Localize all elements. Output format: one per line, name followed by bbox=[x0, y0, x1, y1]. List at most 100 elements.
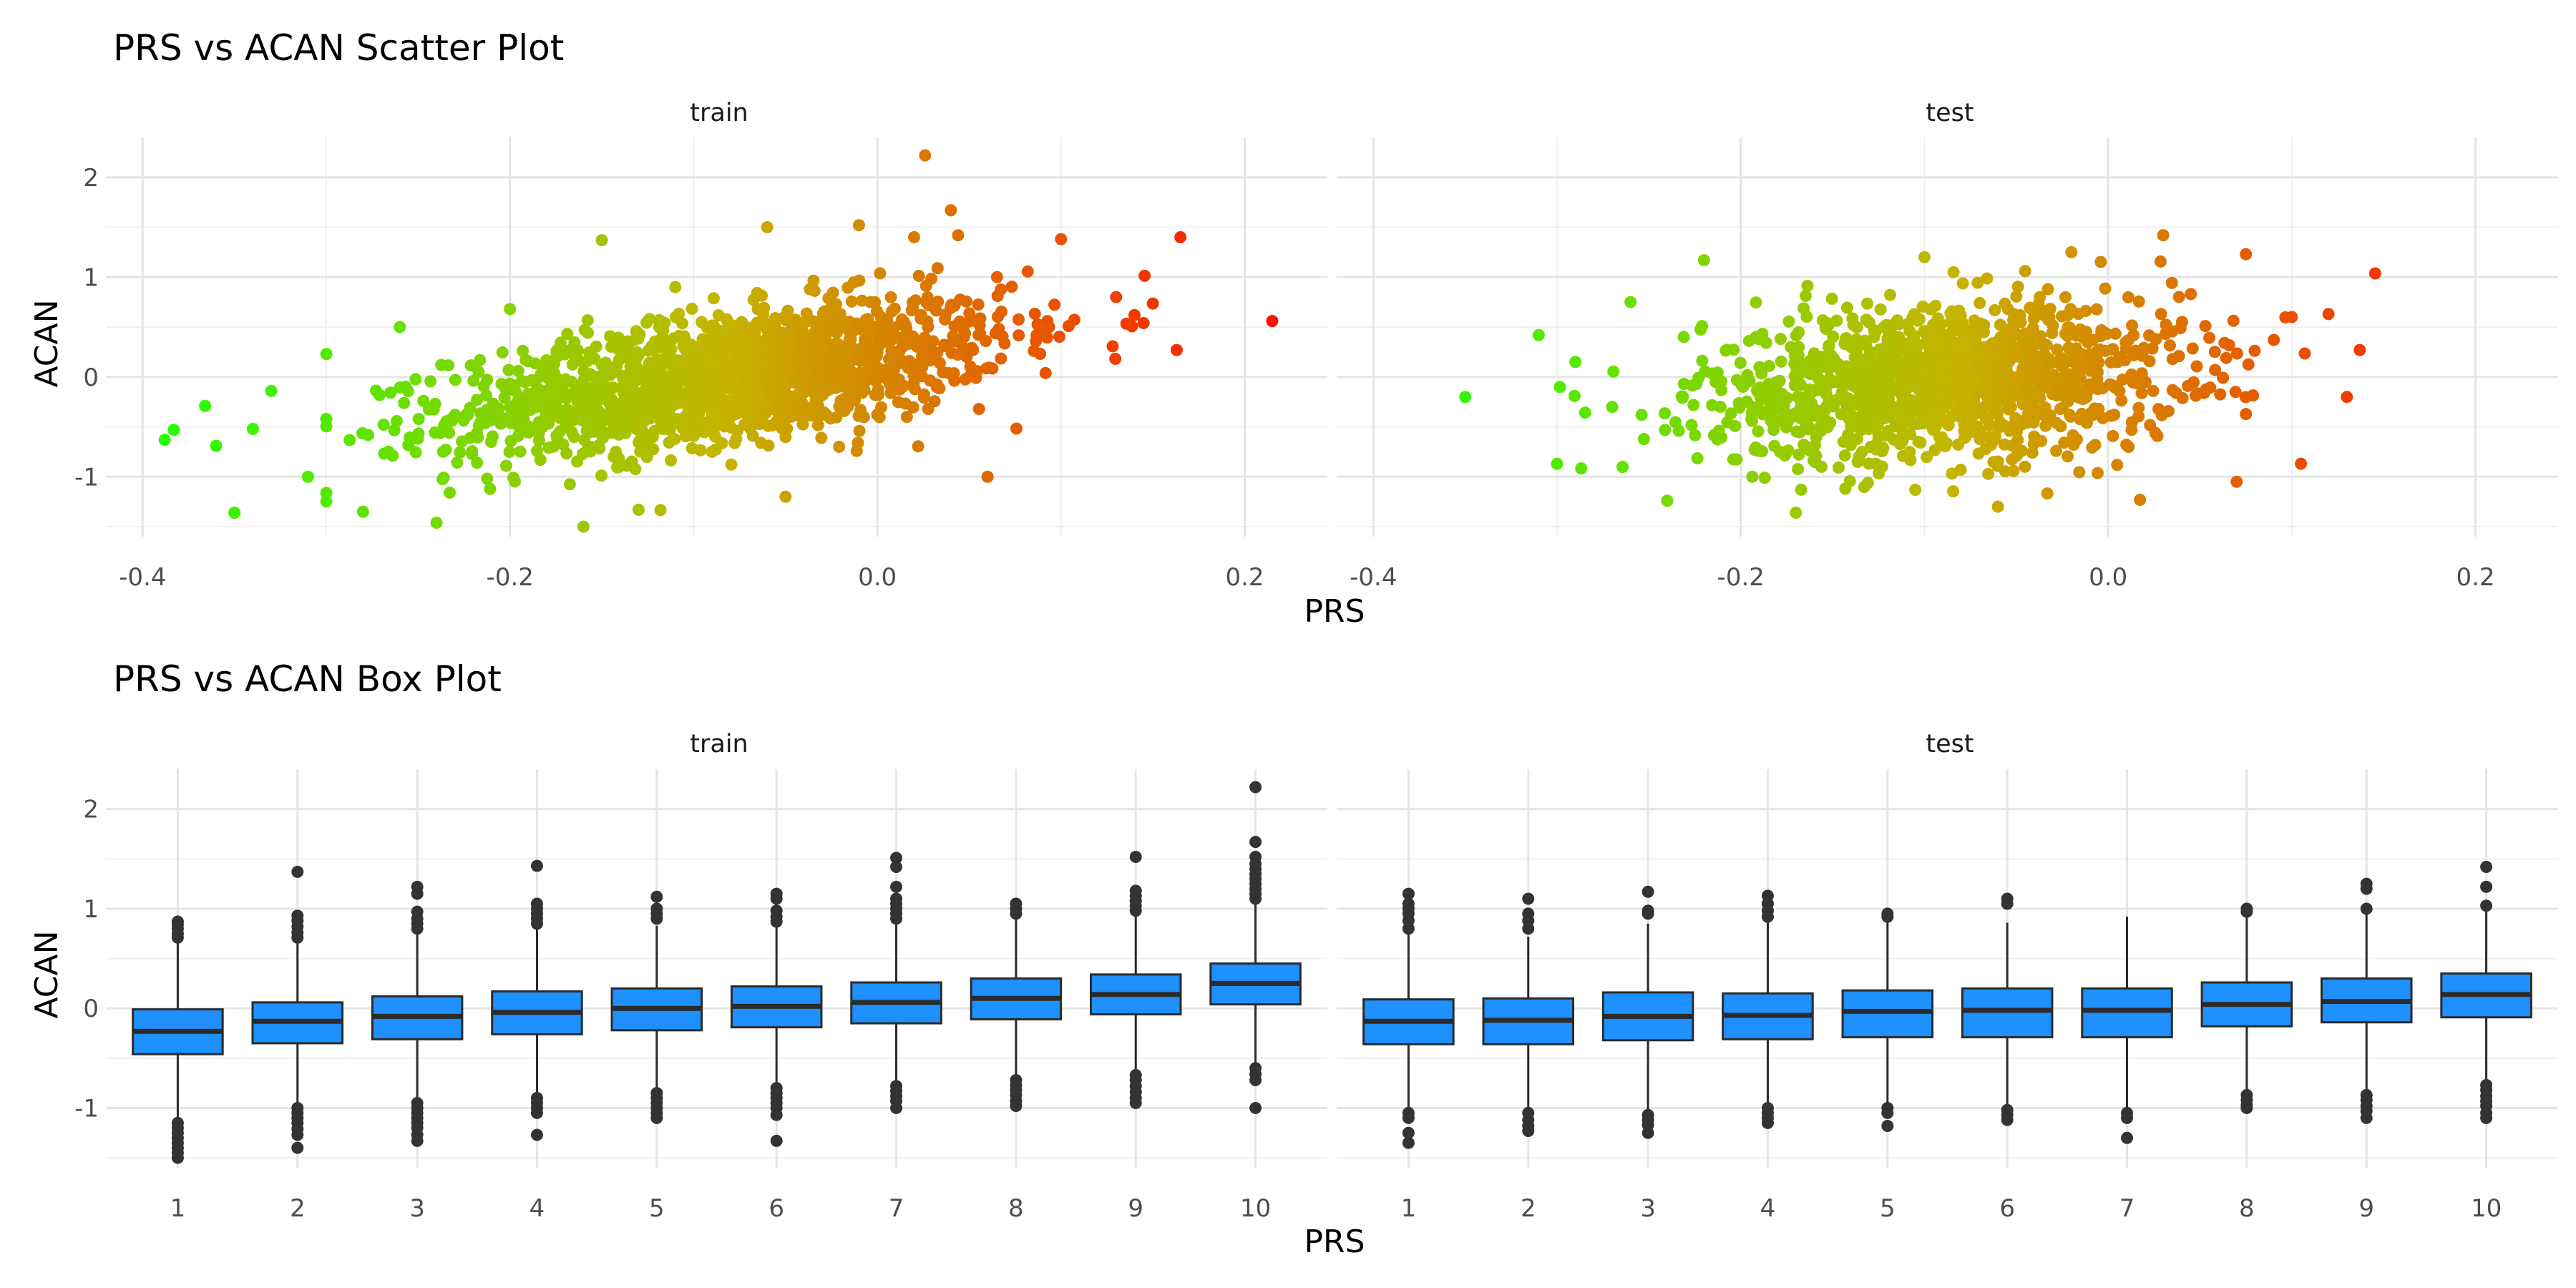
scatter-test-point bbox=[1921, 371, 1934, 384]
scatter-test-point bbox=[2057, 387, 2069, 400]
scatter-train-point bbox=[872, 389, 884, 401]
box-train-outlier bbox=[650, 912, 663, 925]
scatter-test-point bbox=[1818, 413, 1831, 426]
box-test-outlier bbox=[1761, 910, 1774, 923]
scatter-test-point bbox=[1935, 437, 1948, 450]
scatter-train-point bbox=[900, 411, 913, 424]
scatter-train-point bbox=[1106, 340, 1119, 353]
scatter-test-point bbox=[2135, 386, 2148, 399]
scatter-test-point bbox=[2062, 450, 2074, 463]
scatter-test-point bbox=[2094, 255, 2107, 268]
scatter-test-point bbox=[1794, 403, 1807, 416]
box-test-outlier bbox=[1402, 1111, 1415, 1124]
scatter-train-point bbox=[995, 306, 1008, 318]
scatter-train-point bbox=[714, 396, 727, 409]
scatter-train-point bbox=[658, 336, 670, 348]
scatter-train-point bbox=[601, 369, 614, 381]
scatter-train-point bbox=[829, 347, 841, 360]
scatter-test-point bbox=[1929, 409, 1942, 421]
scatter-y-tick-label: 2 bbox=[83, 164, 99, 192]
scatter-train-point bbox=[398, 396, 411, 409]
scatter-test-point bbox=[1706, 367, 1719, 380]
scatter-train-point bbox=[764, 367, 777, 380]
scatter-train-point bbox=[1028, 307, 1041, 320]
scatter-train-point bbox=[1034, 327, 1047, 340]
scatter-train-point bbox=[756, 414, 769, 426]
scatter-train-point bbox=[580, 424, 593, 437]
scatter-test-point bbox=[1955, 376, 1968, 389]
scatter-train-point bbox=[401, 385, 414, 398]
box-train-outlier bbox=[291, 931, 304, 944]
box-train-outlier bbox=[770, 1134, 783, 1147]
scatter-test-point bbox=[1839, 333, 1852, 346]
scatter-train-point bbox=[551, 432, 564, 445]
scatter-train-point bbox=[653, 412, 665, 425]
scatter-test-point bbox=[1812, 372, 1825, 385]
scatter-test-point bbox=[2099, 326, 2112, 339]
scatter-test-point bbox=[1850, 433, 1863, 446]
scatter-train-point bbox=[749, 358, 762, 371]
scatter-train-point bbox=[637, 426, 650, 439]
scatter-test-point bbox=[1989, 303, 2001, 316]
scatter-train-point bbox=[818, 317, 831, 330]
scatter-test-point bbox=[1697, 254, 1710, 267]
scatter-train-point bbox=[641, 373, 654, 386]
scatter-train-point bbox=[854, 404, 867, 416]
scatter-train-point bbox=[886, 333, 899, 346]
scatter-test-point bbox=[1909, 484, 1922, 497]
scatter-train-point bbox=[930, 378, 943, 391]
scatter-test-point bbox=[2295, 457, 2308, 470]
scatter-train-point bbox=[228, 507, 241, 519]
scatter-train-point bbox=[713, 386, 726, 399]
scatter-test-point bbox=[1948, 350, 1961, 363]
scatter-train-point bbox=[701, 371, 713, 384]
scatter-test-point bbox=[1908, 308, 1921, 321]
scatter-train-point bbox=[544, 402, 557, 415]
scatter-test-point bbox=[1850, 346, 1863, 358]
scatter-train-point bbox=[793, 324, 806, 337]
scatter-test-point bbox=[2044, 303, 2057, 316]
scatter-train-point bbox=[909, 383, 922, 396]
scatter-test-point bbox=[2099, 282, 2112, 295]
scatter-test-point bbox=[1637, 433, 1650, 446]
scatter-train-point bbox=[571, 343, 584, 356]
scatter-train-point bbox=[532, 434, 545, 447]
scatter-train-point bbox=[696, 339, 708, 352]
box-test-outlier bbox=[2121, 1131, 2134, 1144]
scatter-train-point bbox=[675, 317, 688, 330]
scatter-train-point bbox=[761, 221, 774, 234]
scatter-train-point bbox=[625, 455, 638, 468]
scatter-test-point bbox=[1807, 454, 1820, 467]
scatter-test-point bbox=[1903, 352, 1916, 365]
scatter-train-point bbox=[694, 444, 707, 457]
scatter-test-point bbox=[1861, 477, 1874, 489]
scatter-train-point bbox=[921, 291, 934, 303]
scatter-test-point bbox=[1756, 408, 1769, 421]
scatter-test-point bbox=[1459, 391, 1472, 404]
scatter-train-point bbox=[707, 292, 720, 305]
scatter-train-point bbox=[409, 373, 422, 386]
scatter-train-point bbox=[1005, 280, 1018, 293]
scatter-test-point bbox=[1768, 401, 1781, 414]
scatter-test-point bbox=[2247, 389, 2260, 402]
scatter-test-point bbox=[2072, 308, 2085, 321]
scatter-train-point bbox=[776, 421, 789, 434]
scatter-test-point bbox=[1830, 314, 1843, 327]
scatter-test-point bbox=[1963, 346, 1976, 359]
scatter-train-point bbox=[658, 316, 671, 329]
scatter-test-point bbox=[2131, 377, 2144, 390]
scatter-train-point bbox=[852, 436, 864, 449]
scatter-test-point bbox=[1987, 456, 2000, 469]
scatter-test-point bbox=[2019, 379, 2032, 391]
scatter-train-point bbox=[694, 358, 707, 371]
scatter-train-point bbox=[697, 383, 710, 396]
scatter-train-point bbox=[748, 344, 761, 357]
scatter-train-point bbox=[454, 446, 467, 459]
box-panel-test: 1 2 3 4 5 6 7 8 9 10 bbox=[1337, 769, 2558, 1223]
box-train-outlier bbox=[1129, 851, 1142, 864]
scatter-test-point bbox=[1790, 425, 1803, 438]
scatter-train-point bbox=[554, 411, 567, 424]
scatter-test-point bbox=[1606, 401, 1619, 414]
scatter-test-point bbox=[1575, 462, 1588, 475]
scatter-train-point bbox=[436, 473, 449, 486]
